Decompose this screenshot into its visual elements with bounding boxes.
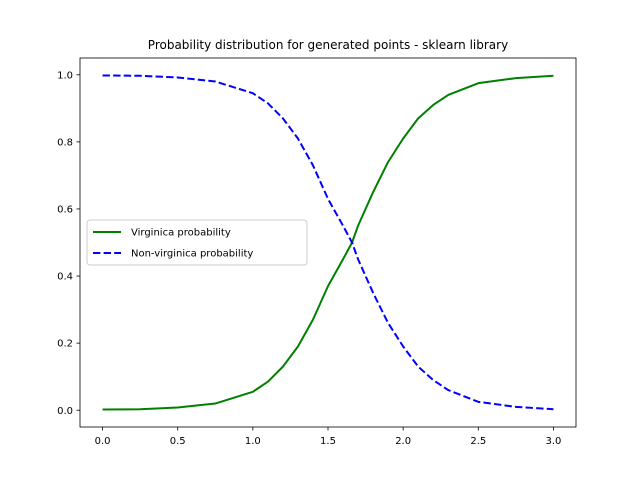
y-axis-ticks: 0.0 0.2 0.4 0.6 0.8 1.0 [57,70,80,417]
y-tick-label: 0.6 [57,205,73,216]
y-tick-label: 0.0 [57,406,73,417]
x-tick-label: 0.5 [170,436,186,447]
x-tick-label: 3.0 [546,436,562,447]
x-tick-label: 0.0 [95,436,111,447]
chart-title: Probability distribution for generated p… [148,38,508,52]
y-tick-label: 0.2 [57,339,73,350]
x-tick-label: 1.5 [320,436,336,447]
plot-frame [79,57,577,428]
legend-label-2: Non-virginica probability [131,249,253,260]
x-tick-label: 2.5 [470,436,486,447]
x-tick-label: 1.0 [245,436,261,447]
x-tick-label: 2.0 [395,436,411,447]
legend-label-1: Virginica probability [131,228,231,239]
plot-series [102,74,554,411]
y-tick-label: 0.8 [57,137,73,148]
legend: Virginica probability Non-virginica proba… [86,219,308,266]
series-line-1 [102,74,554,411]
series-line-2 [102,74,554,411]
y-tick-label: 1.0 [57,70,73,81]
x-axis-ticks: 0.0 0.5 1.0 1.5 2.0 2.5 3.0 [95,427,562,447]
y-tick-label: 0.4 [57,272,73,283]
legend-box [86,219,308,266]
